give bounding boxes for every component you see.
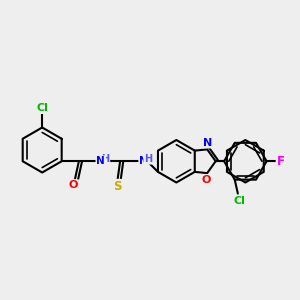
Text: Cl: Cl	[36, 103, 48, 113]
Text: N: N	[202, 137, 212, 148]
Text: O: O	[69, 180, 78, 190]
Text: H: H	[101, 154, 110, 164]
Text: N: N	[139, 156, 148, 166]
Text: H: H	[144, 154, 152, 164]
Text: F: F	[277, 155, 285, 168]
Text: O: O	[202, 175, 211, 185]
Text: N: N	[96, 156, 105, 166]
Text: Cl: Cl	[233, 196, 245, 206]
Text: S: S	[113, 180, 121, 193]
